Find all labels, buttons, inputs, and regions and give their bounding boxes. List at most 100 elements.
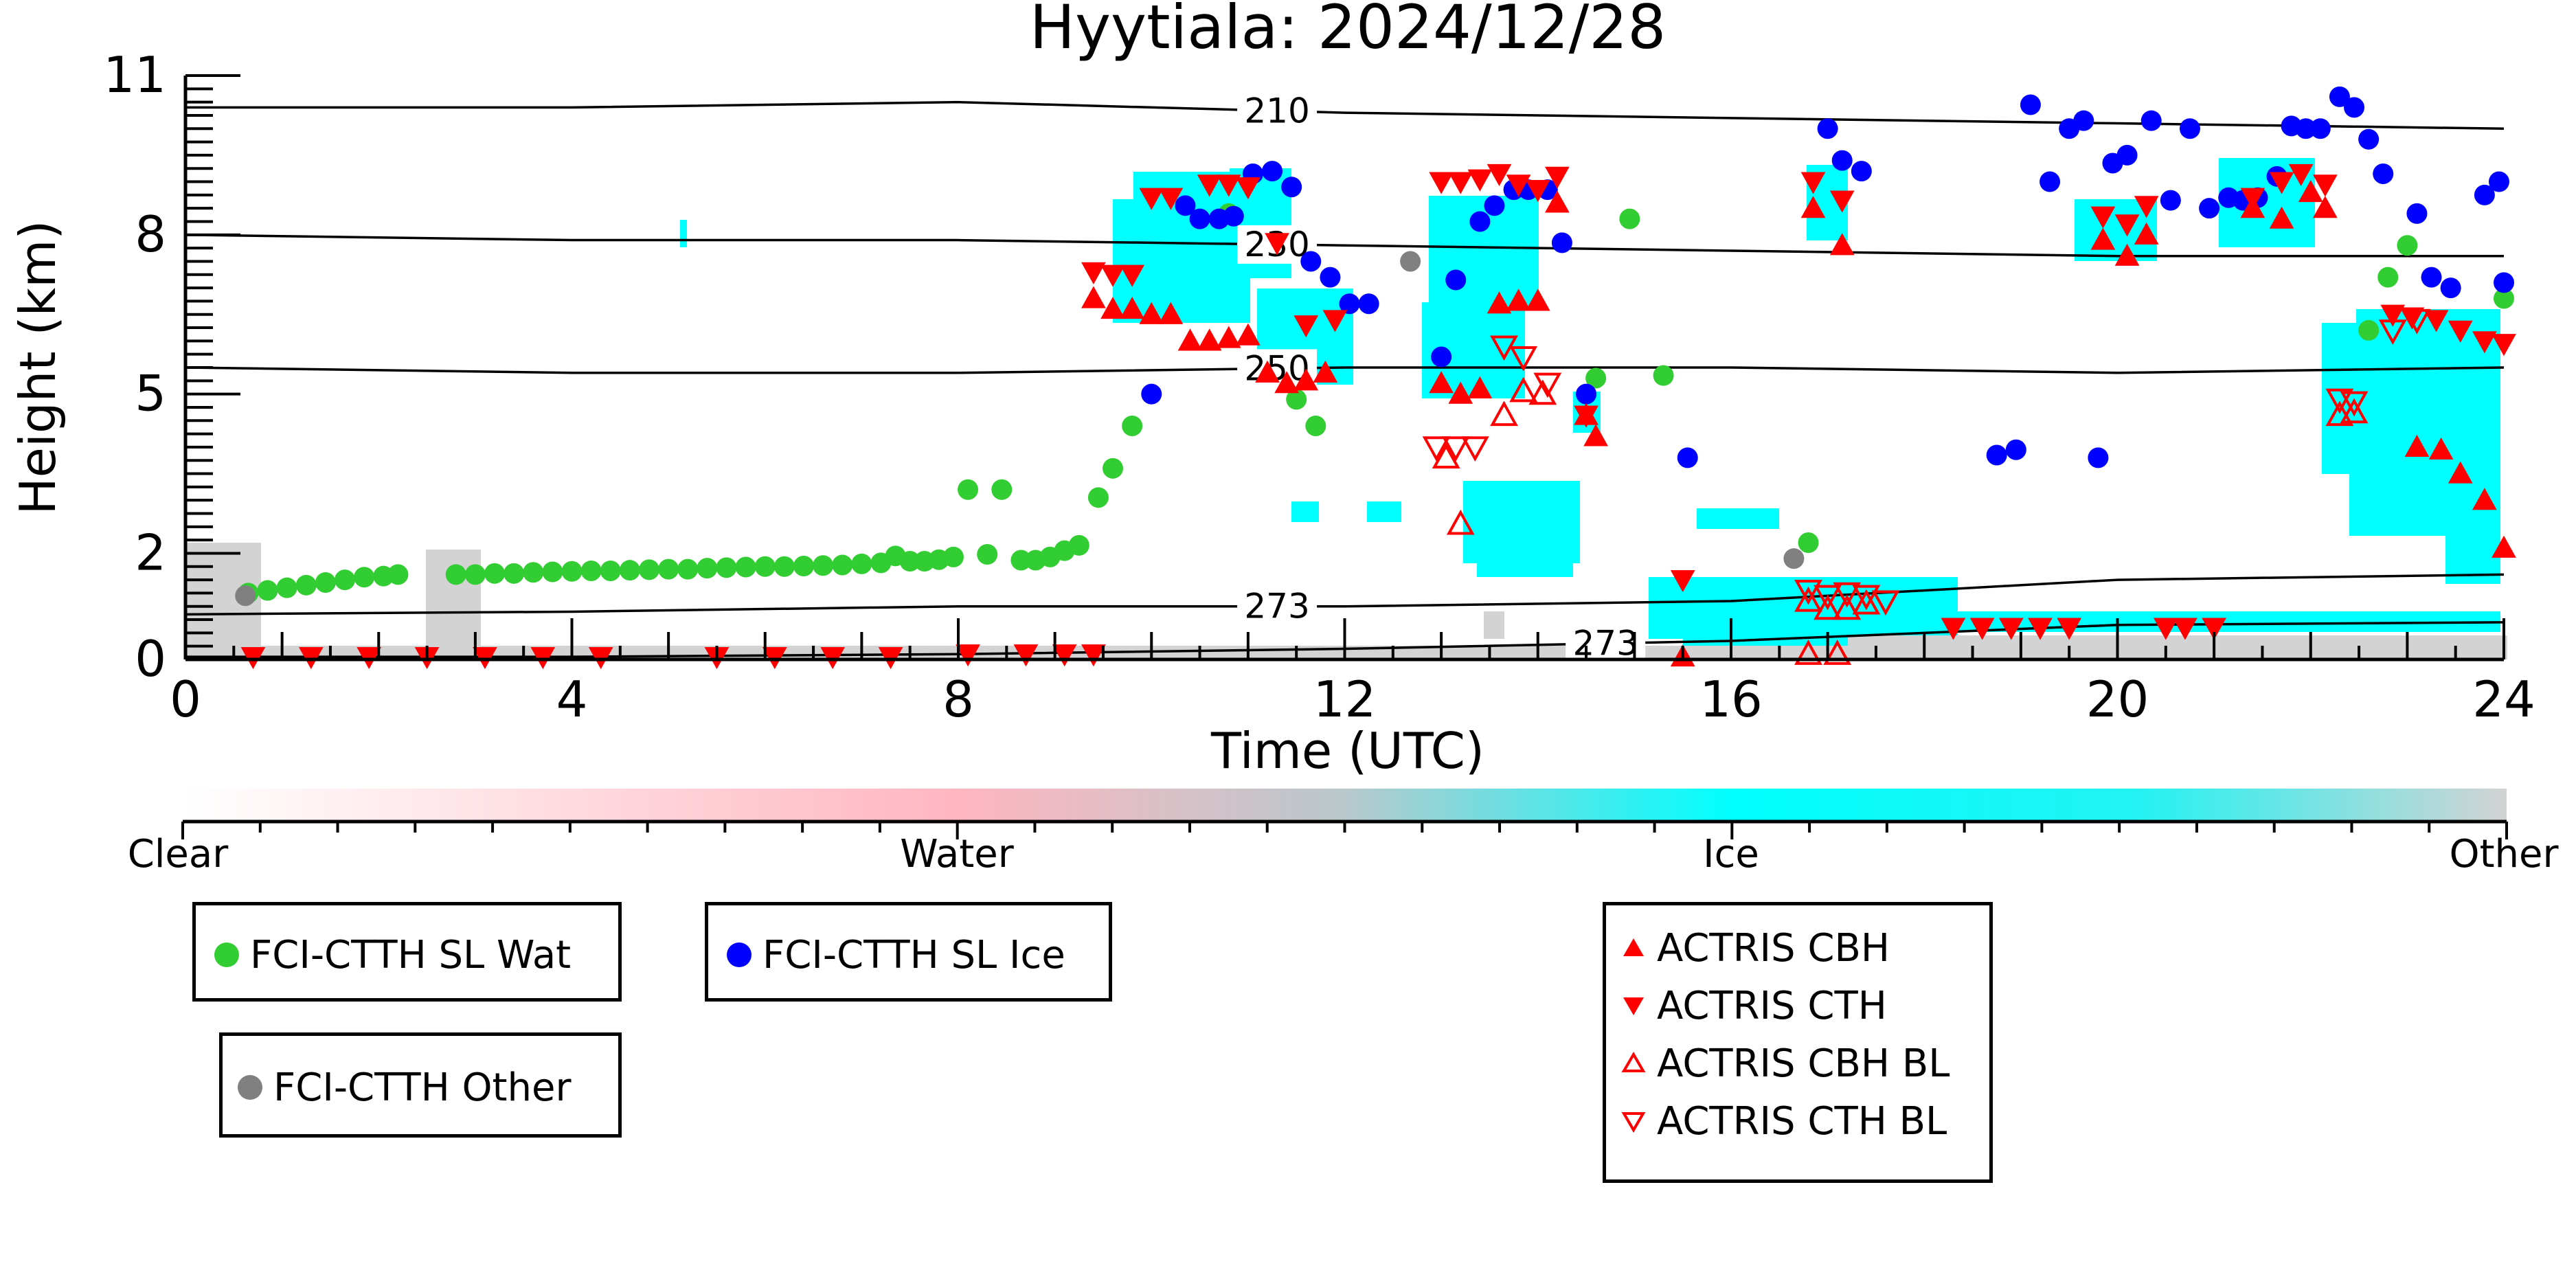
actris-cbh-bl-point	[1446, 509, 1475, 535]
actris-cth-bl-point	[1871, 590, 1900, 616]
fci-ctth-sl-ice-point	[1262, 161, 1283, 182]
actris-cbh-point	[1829, 233, 1855, 256]
actris-cbh-point	[1525, 289, 1550, 311]
fci-ctth-sl-wat-point	[504, 563, 525, 584]
fci-ctth-sl-wat-point	[542, 561, 563, 583]
fci-ctth-sl-ice-point	[1189, 208, 1210, 229]
fci-ctth-sl-wat-point	[851, 553, 872, 574]
fci-ctth-sl-wat-point	[677, 558, 699, 580]
actris-cbh-point	[1545, 190, 1570, 213]
fci-ctth-sl-wat-point	[2377, 267, 2399, 288]
actris-cth-point	[1236, 177, 1261, 200]
legend-label-actris-cbh: ACTRIS CBH	[1657, 925, 1890, 971]
actris-cth-point	[1941, 618, 1966, 640]
legend-item-actris-cbh-bl: ACTRIS CBH BL	[1620, 1035, 1989, 1092]
fci-ctth-other-point	[1400, 251, 1421, 272]
colorbar-label-other: Other	[2449, 832, 2559, 877]
actris-cbh-point	[1274, 371, 1299, 394]
cloud-mass-other	[185, 543, 2507, 659]
fci-ctth-sl-wat-point	[735, 556, 756, 578]
actris-cbh-point	[1236, 323, 1261, 346]
fci-ctth-sl-ice-point	[2088, 447, 2109, 468]
fci-ctth-sl-wat-point	[2397, 235, 2418, 256]
legend-fci-water: FCI-CTTH SL Wat	[192, 902, 622, 1002]
fci-ctth-sl-ice-point	[1358, 293, 1379, 315]
fci-ctth-sl-ice-point	[1445, 269, 1467, 291]
isotherm-label: 210	[1244, 91, 1309, 131]
triangle-up-icon	[1623, 938, 1644, 956]
actris-cbh-point	[2492, 535, 2516, 558]
fci-ctth-sl-ice-point	[2040, 171, 2061, 192]
legend-fci-other: FCI-CTTH Other	[219, 1032, 622, 1138]
actris-cbh-point	[1255, 360, 1280, 383]
colorbar-gradient	[183, 789, 2507, 822]
fci-ctth-sl-wat-point	[697, 558, 718, 579]
actris-cth-point	[1139, 188, 1164, 210]
actris-cth-point	[1120, 264, 1144, 287]
x-tick-label: 4	[556, 670, 588, 728]
actris-cth-point	[1100, 264, 1125, 287]
fci-ctth-sl-wat-point	[1103, 457, 1123, 479]
y-axis-ticks: 0 2 5 8 11	[103, 46, 240, 688]
fci-ctth-sl-wat-point	[600, 560, 621, 581]
fci-ctth-sl-ice-point	[2309, 118, 2331, 139]
fci-ctth-sl-ice-point	[1175, 195, 1196, 216]
actris-cth-bl-point	[2378, 319, 2407, 346]
actris-cth-bl-point	[1490, 335, 1518, 361]
actris-cth-point	[2312, 174, 2338, 197]
fci-ctth-sl-wat-point	[1305, 416, 1326, 436]
fci-ctth-sl-wat-point	[1010, 550, 1032, 571]
legend-label-actris-cbh-bl: ACTRIS CBH BL	[1657, 1041, 1950, 1086]
actris-cbh-point	[2298, 179, 2323, 203]
actris-cth-point	[1506, 174, 1531, 197]
fci-ctth-sl-ice-point	[2329, 86, 2350, 107]
x-axis-ticks: 0 4 8 12 16 20 24	[170, 618, 2535, 728]
chart-title: Hyytiala: 2024/12/28	[1030, 0, 1666, 63]
fci-ctth-sl-ice-point	[1677, 447, 1698, 468]
actris-cbh-point	[1448, 381, 1473, 404]
legend-item-fci-other: FCI-CTTH Other	[236, 1059, 618, 1116]
actris-cbh-point	[1139, 302, 1164, 324]
actris-cth-point	[2153, 618, 2178, 640]
actris-cth-point	[2380, 304, 2406, 327]
fci-ctth-sl-wat-point	[561, 561, 583, 582]
actris-cth-point	[1158, 188, 1184, 210]
legend-label-fci-ice: FCI-CTTH SL Ice	[762, 932, 1065, 978]
actris-cbh-point	[1313, 360, 1338, 383]
legend-item-fci-wat: FCI-CTTH SL Wat	[213, 926, 618, 984]
fci-ctth-sl-ice-point	[1986, 444, 2007, 466]
x-tick-label: 24	[2472, 670, 2535, 728]
actris-cbh-point	[2090, 227, 2116, 250]
actris-cth-point	[956, 644, 980, 667]
fci-ctth-sl-wat-point	[523, 562, 544, 583]
isotherm-label-background	[1566, 624, 1646, 663]
actris-cth-point	[2173, 618, 2197, 640]
actris-cbh-point	[2428, 437, 2454, 460]
actris-cbh-bl-point	[1490, 400, 1518, 427]
actris-cbh-point	[2114, 243, 2140, 266]
fci-ctth-sl-wat-point	[832, 554, 853, 576]
fci-ctth-sl-ice-point	[1551, 232, 1572, 253]
fci-ctth-sl-wat-point	[1087, 487, 1109, 508]
fci-ctth-sl-ice-point	[2440, 278, 2461, 299]
actris-cth-point	[2424, 310, 2449, 332]
fci-ctth-sl-wat-point	[1286, 389, 1307, 410]
fci-ctth-sl-ice-point	[2373, 163, 2394, 184]
isotherm-label-background	[1237, 91, 1318, 131]
fci-ctth-sl-wat-point	[1619, 208, 1640, 229]
legend-label-fci-other: FCI-CTTH Other	[273, 1065, 572, 1110]
actris-cbh-bl-point	[1823, 640, 1852, 665]
actris-cth-bl-point	[1814, 585, 1842, 611]
x-tick-label: 12	[1313, 670, 1377, 728]
fci-ctth-sl-ice-point	[2179, 118, 2200, 139]
actris-cth-point	[1525, 180, 1550, 203]
fci-ctth-sl-wat-point	[754, 556, 776, 577]
fci-ctth-sl-wat-point	[1798, 532, 1819, 553]
isotherm-label: 273	[1244, 587, 1309, 626]
actris-cbh-point	[2448, 461, 2473, 484]
actris-cth-point	[2202, 618, 2226, 640]
y-tick-label: 0	[135, 630, 166, 688]
legend-item-fci-ice: FCI-CTTH SL Ice	[725, 926, 1109, 984]
fci-ctth-sl-wat-point	[899, 551, 920, 572]
